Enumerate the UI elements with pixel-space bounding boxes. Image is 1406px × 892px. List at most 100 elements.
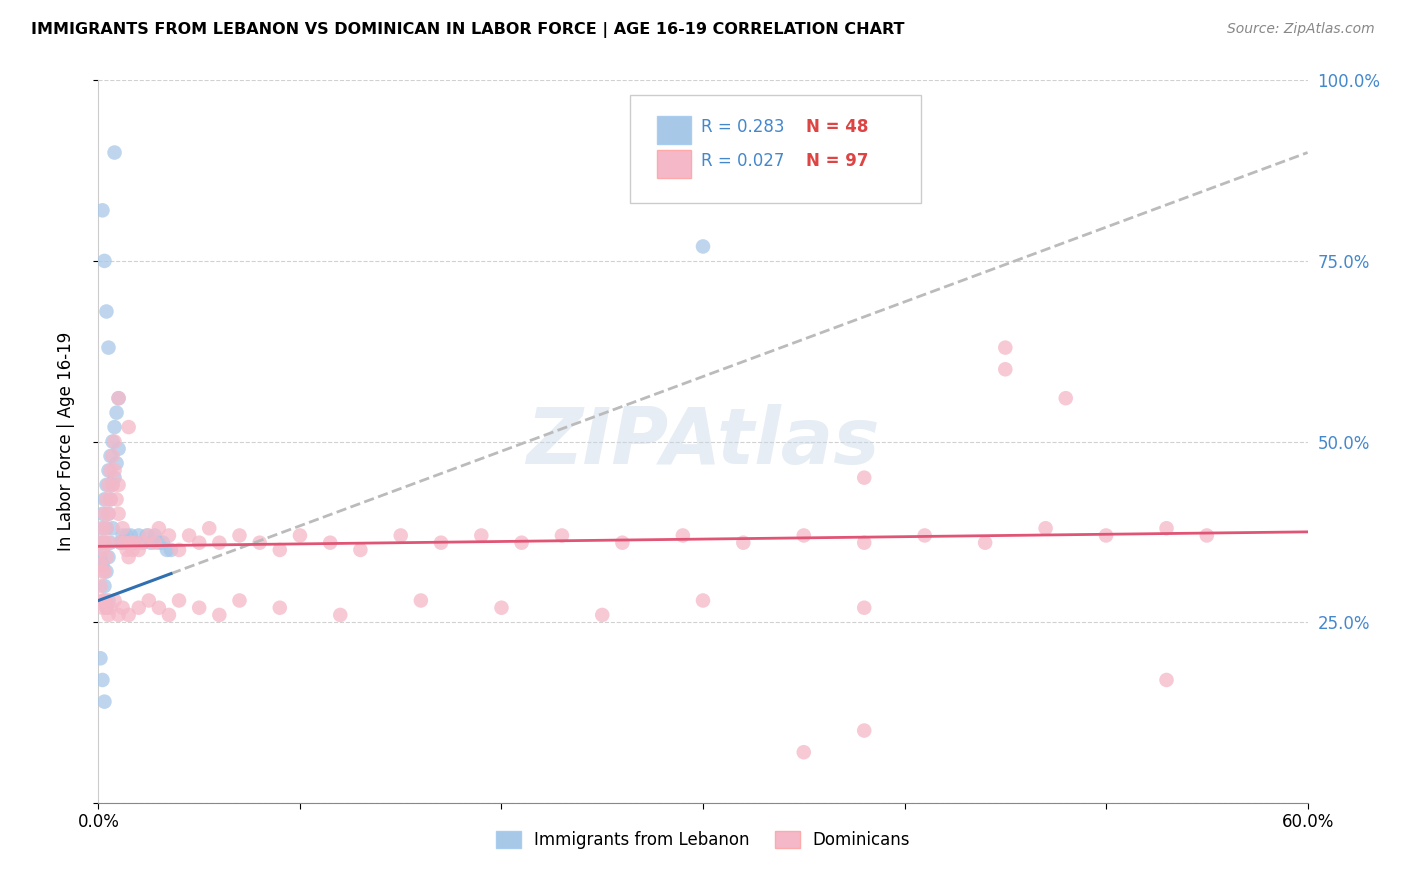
Point: [132, 535, 155, 549]
Point: [510, 535, 533, 549]
Point: [329, 607, 352, 622]
Point: [100, 600, 122, 615]
Point: [115, 542, 138, 557]
Point: [167, 593, 190, 607]
Point: [157, 528, 180, 542]
Point: [1054, 391, 1077, 405]
Point: [96, 600, 118, 615]
Point: [551, 528, 574, 542]
Point: [793, 745, 815, 759]
Point: [111, 528, 134, 542]
Y-axis label: In Labor Force | Age 16-19: In Labor Force | Age 16-19: [56, 332, 75, 551]
Point: [105, 406, 128, 420]
Point: [914, 528, 936, 542]
Point: [269, 600, 291, 615]
Point: [91, 521, 114, 535]
Point: [148, 600, 170, 615]
Point: [1156, 673, 1178, 687]
Point: [138, 593, 160, 607]
Point: [470, 528, 492, 542]
Point: [93, 579, 115, 593]
Point: [128, 528, 150, 542]
Point: [96, 304, 118, 318]
Point: [107, 442, 129, 456]
Point: [97, 593, 120, 607]
Point: [103, 420, 125, 434]
Point: [128, 600, 150, 615]
Point: [1195, 528, 1218, 542]
Point: [167, 542, 190, 557]
Point: [672, 528, 695, 542]
Point: [853, 535, 876, 549]
Point: [89, 579, 111, 593]
Point: [793, 528, 815, 542]
Point: [107, 507, 129, 521]
Point: [96, 550, 118, 565]
Point: [152, 535, 174, 549]
Point: [93, 253, 115, 268]
Point: [115, 528, 138, 542]
Point: [249, 535, 271, 549]
Point: [107, 391, 129, 405]
Point: [91, 558, 114, 572]
Point: [103, 463, 125, 477]
Point: [97, 550, 120, 565]
Text: R = 0.283: R = 0.283: [700, 119, 785, 136]
Point: [128, 542, 150, 557]
FancyBboxPatch shape: [630, 95, 921, 203]
Point: [994, 341, 1017, 355]
Point: [269, 542, 291, 557]
Point: [91, 542, 114, 557]
Point: [157, 607, 180, 622]
Point: [96, 521, 118, 535]
Point: [101, 521, 124, 535]
Point: [97, 507, 120, 521]
Point: [733, 535, 755, 549]
Point: [96, 492, 118, 507]
Point: [93, 535, 115, 549]
Point: [349, 542, 371, 557]
Point: [107, 391, 129, 405]
Point: [148, 521, 170, 535]
FancyBboxPatch shape: [657, 117, 690, 144]
Point: [1035, 521, 1057, 535]
Point: [853, 470, 876, 484]
Point: [188, 535, 211, 549]
Legend: Immigrants from Lebanon, Dominicans: Immigrants from Lebanon, Dominicans: [489, 824, 917, 856]
Text: N = 97: N = 97: [806, 153, 869, 170]
Point: [118, 420, 141, 434]
Point: [120, 528, 142, 542]
Point: [121, 542, 143, 557]
Point: [208, 607, 231, 622]
Point: [91, 521, 114, 535]
Point: [156, 542, 179, 557]
Point: [107, 478, 129, 492]
Point: [93, 565, 115, 579]
Point: [692, 593, 714, 607]
Point: [97, 507, 120, 521]
Point: [118, 535, 141, 549]
Point: [93, 535, 115, 549]
Point: [89, 558, 111, 572]
Point: [97, 463, 120, 477]
Point: [91, 507, 114, 521]
Point: [124, 535, 146, 549]
Point: [591, 607, 613, 622]
Point: [105, 456, 128, 470]
Point: [120, 535, 142, 549]
Point: [97, 607, 120, 622]
Point: [148, 535, 170, 549]
Point: [118, 550, 141, 565]
Point: [91, 673, 114, 687]
Point: [111, 521, 134, 535]
Point: [853, 600, 876, 615]
Point: [96, 565, 118, 579]
Point: [100, 449, 122, 463]
Point: [319, 535, 342, 549]
Point: [198, 521, 221, 535]
Point: [1156, 521, 1178, 535]
Point: [974, 535, 997, 549]
Point: [93, 593, 115, 607]
Point: [97, 535, 120, 549]
Point: [111, 600, 134, 615]
